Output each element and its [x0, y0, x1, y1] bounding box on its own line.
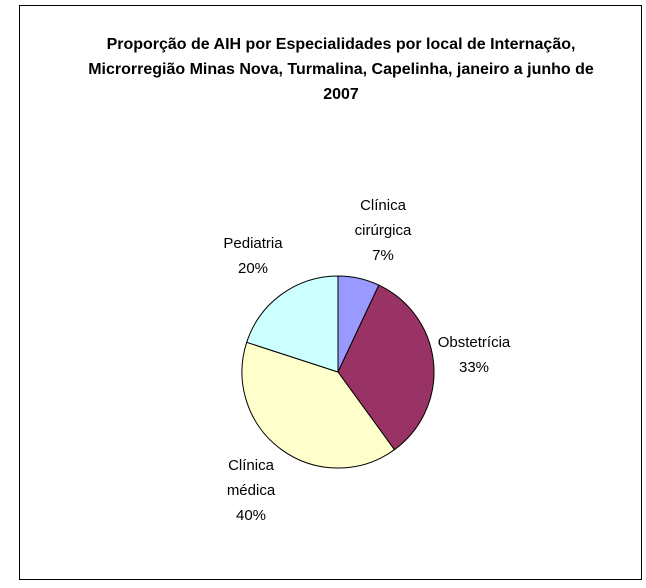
slice-label: Obstetrícia 33%: [429, 330, 519, 380]
category-label: Pediatria: [223, 235, 283, 252]
value-label: 7%: [372, 247, 394, 264]
slice-label: Clínica cirúrgica 7%: [338, 193, 428, 268]
pie-slice: [337, 284, 435, 451]
value-label: 33%: [458, 359, 490, 376]
category-label: Clínica médica: [226, 457, 276, 499]
slice-label: Pediatria 20%: [208, 231, 298, 281]
category-label: Obstetrícia: [437, 334, 511, 351]
pie-slice: [246, 275, 339, 373]
pie-slice: [241, 341, 396, 469]
value-label: 40%: [235, 507, 267, 524]
slice-label: Clínica médica 40%: [206, 453, 296, 528]
category-label: Clínica cirúrgica: [354, 197, 412, 239]
chart-title: Proporção de AIH por Especialidades por …: [88, 36, 594, 103]
value-label: 20%: [237, 260, 269, 277]
